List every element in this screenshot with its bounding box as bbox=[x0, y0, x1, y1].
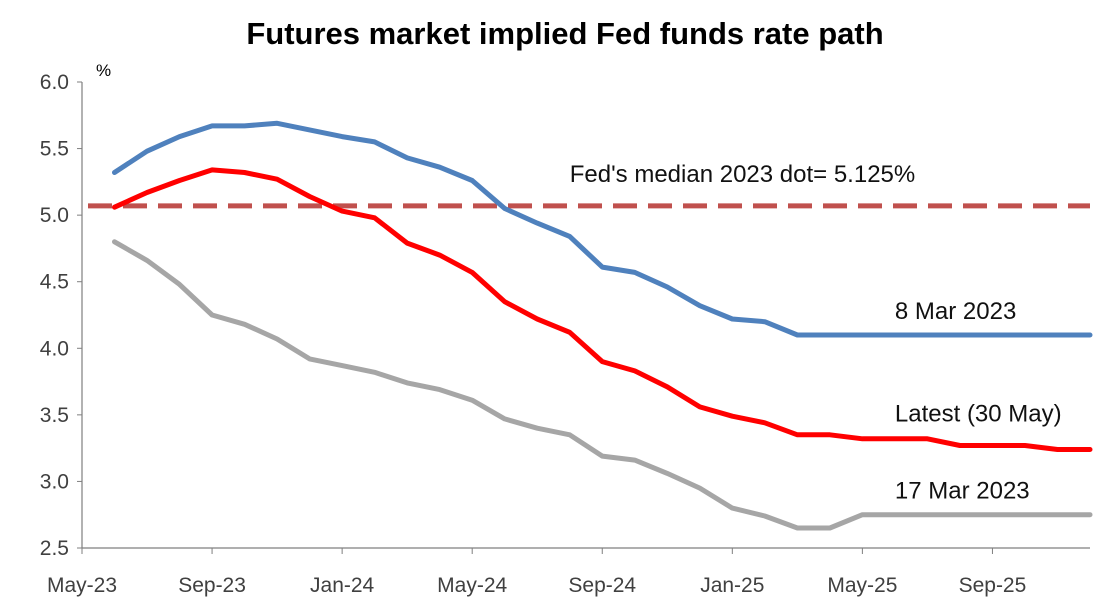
series-line-8-mar-2023 bbox=[112, 120, 1093, 338]
series-line-17-mar-2023 bbox=[112, 239, 1093, 531]
series-line-latest-30-may bbox=[112, 167, 1093, 452]
y-tick-label: 5.0 bbox=[40, 204, 69, 227]
annotation-label: 17 Mar 2023 bbox=[895, 478, 1030, 505]
y-tick-label: 2.5 bbox=[40, 537, 69, 560]
x-tick-label: Sep-25 bbox=[959, 574, 1027, 597]
x-tick-label: Sep-24 bbox=[568, 574, 636, 597]
y-tick-label: 4.5 bbox=[40, 271, 69, 294]
y-tick-label: 4.0 bbox=[40, 337, 69, 360]
x-tick-label: May-25 bbox=[827, 574, 897, 597]
annotation-label: Latest (30 May) bbox=[895, 401, 1062, 428]
x-tick-label: Jan-25 bbox=[700, 574, 764, 597]
y-tick-label: 5.5 bbox=[40, 138, 69, 161]
annotations-group: Fed's median 2023 dot= 5.125% 8 Mar 2023 L… bbox=[570, 161, 1062, 505]
x-tick-label: Jan-24 bbox=[310, 574, 375, 597]
chart-title: Futures market implied Fed funds rate pa… bbox=[246, 16, 883, 51]
y-axis-unit: % bbox=[96, 61, 111, 80]
annotation-label: Fed's median 2023 dot= 5.125% bbox=[570, 161, 916, 188]
y-tick-label: 6.0 bbox=[40, 71, 69, 94]
x-tick-label: May-23 bbox=[47, 574, 117, 597]
axes: 6.0 5.5 5.0 4.5 4.0 3.5 3.0 2.5 May-23 Sep-23 Jan-… bbox=[40, 71, 1090, 597]
x-tick-label: Sep-23 bbox=[178, 574, 246, 597]
y-tick-label: 3.5 bbox=[40, 404, 69, 427]
annotation-label: 8 Mar 2023 bbox=[895, 298, 1016, 325]
series-group bbox=[112, 120, 1093, 531]
y-tick-label: 3.0 bbox=[40, 470, 69, 493]
x-tick-label: May-24 bbox=[437, 574, 507, 597]
